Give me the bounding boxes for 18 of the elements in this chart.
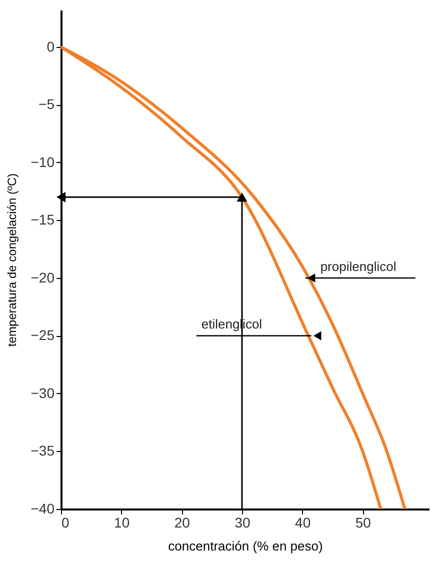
x-tick-label: 10 — [114, 514, 130, 530]
y-tick-label: 0 — [46, 38, 55, 54]
x-tick-label: 0 — [62, 514, 70, 530]
y-tick-label: −10 — [30, 154, 55, 170]
x-tick-label: 30 — [234, 514, 250, 530]
y-tick-label: −20 — [30, 269, 55, 286]
y-tick-label: −5 — [38, 96, 55, 112]
y-tick-label: −25 — [30, 327, 55, 344]
x-tick-label: 50 — [355, 514, 372, 530]
y-axis-title: temperatura de congelación (ºC) — [4, 173, 19, 347]
y-tick-label: −30 — [30, 384, 55, 401]
y-tick-label: −15 — [30, 212, 55, 228]
y-tick-label: −40 — [30, 500, 55, 516]
y-tick-label: −35 — [30, 442, 55, 459]
x-tick-label: 40 — [295, 514, 311, 530]
x-tick-label: 20 — [174, 514, 190, 530]
x-axis-title: concentración (% en peso) — [168, 538, 323, 554]
annotation: propilenglicol — [320, 258, 396, 274]
